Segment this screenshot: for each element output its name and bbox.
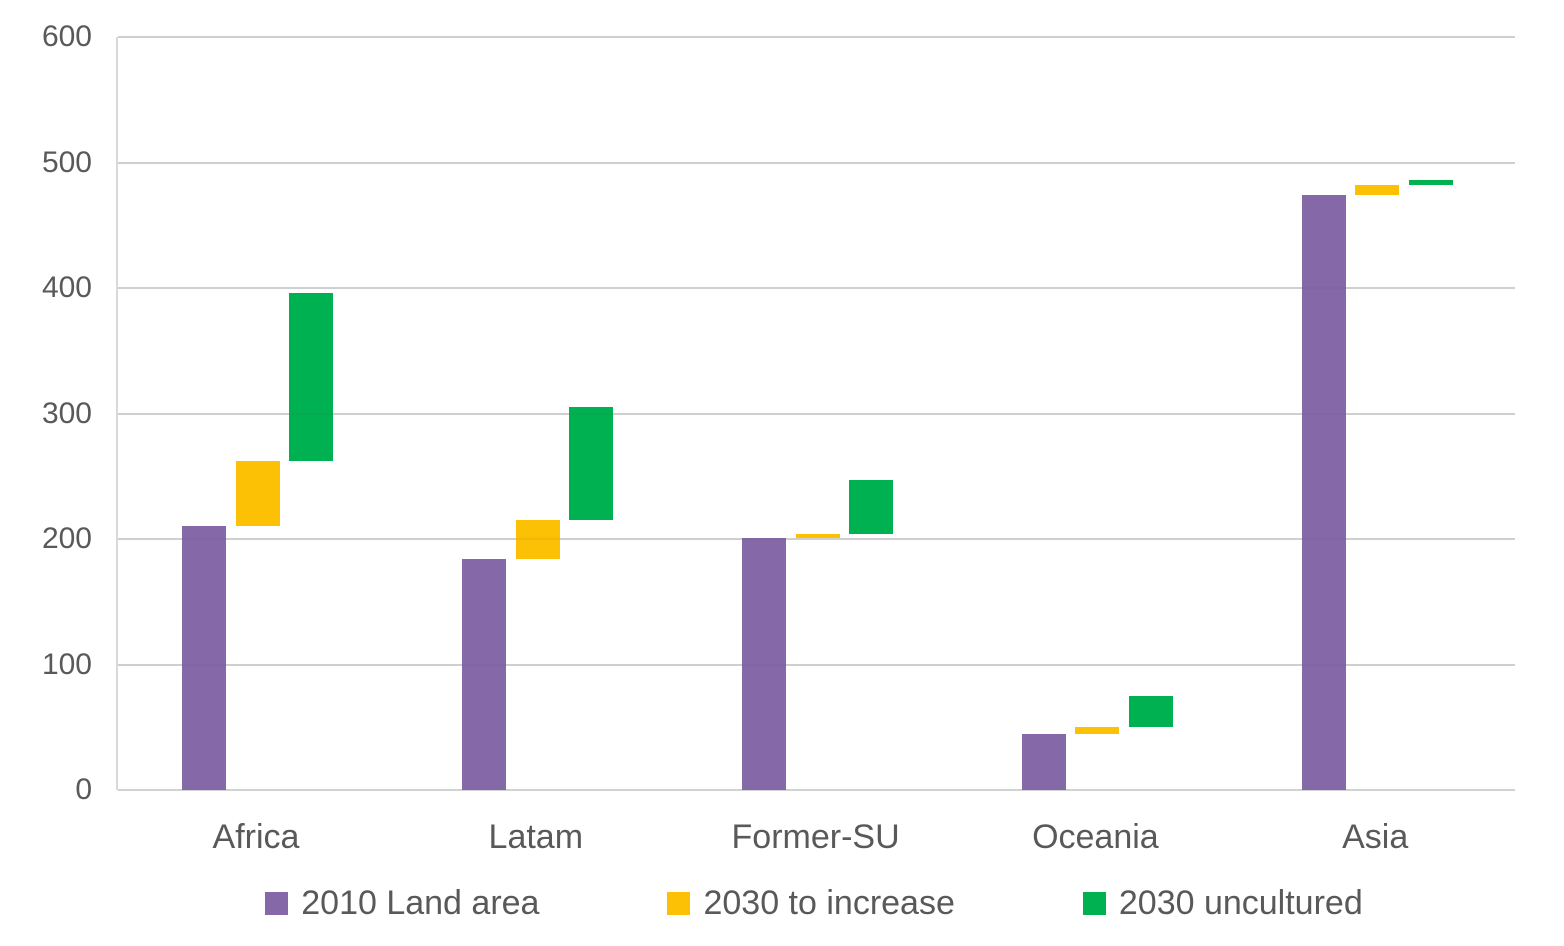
x-axis-label-former-su: Former-SU (731, 818, 900, 856)
y-tick-label-300: 300 (41, 396, 92, 430)
bar-2010-land-area-oceania (1021, 733, 1066, 790)
y-tick-label-400: 400 (41, 271, 92, 304)
y-tick-label-200: 200 (41, 522, 92, 555)
legend-label-2010-land-area: 2010 Land area (301, 884, 540, 922)
legend-swatch-2010-land-area (265, 892, 289, 915)
bar-2030-uncultured-africa (289, 293, 334, 462)
legend-item-2030-uncultured: 2030 uncultured (1082, 884, 1363, 923)
legend-item-2030-to-increase: 2030 to increase (667, 884, 955, 923)
legend: 2010 Land area 2030 to increase 2030 unc… (32, 884, 1564, 923)
bar-2010-land-area-asia (1301, 195, 1346, 790)
x-axis-label-latam: Latam (488, 818, 584, 856)
bar-2030-to-increase-oceania (1075, 727, 1120, 734)
gridline-600 (118, 36, 1515, 38)
gridline-0 (118, 789, 1515, 791)
bar-2030-uncultured-asia (1408, 180, 1453, 186)
x-axis-label-oceania: Oceania (1032, 818, 1159, 856)
legend-label-2030-to-increase: 2030 to increase (703, 884, 955, 922)
gridline-500 (118, 161, 1515, 164)
bar-2030-uncultured-former-su (849, 480, 893, 534)
gridline-400 (118, 287, 1515, 289)
gridline-300 (118, 412, 1515, 415)
x-axis-label-asia: Asia (1342, 818, 1409, 856)
legend-swatch-2030-to-increase (667, 892, 691, 915)
y-tick-label-600: 600 (41, 20, 92, 53)
bar-2030-to-increase-latam (515, 520, 560, 560)
x-axis-label-africa: Africa (212, 818, 300, 856)
legend-swatch-2030-uncultured (1082, 892, 1106, 915)
bar-2030-uncultured-oceania (1128, 695, 1173, 728)
bar-2030-to-increase-former-su (795, 534, 840, 538)
bar-2010-land-area-former-su (742, 537, 786, 790)
gridline-200 (118, 538, 1515, 540)
bar-2030-uncultured-latam (569, 407, 614, 521)
bar-2030-to-increase-asia (1355, 185, 1400, 196)
bar-2030-to-increase-africa (235, 461, 280, 527)
gridline-100 (118, 663, 1515, 666)
bar-2010-land-area-africa (182, 526, 227, 790)
y-tick-label-100: 100 (41, 647, 92, 681)
y-tick-label-500: 500 (41, 145, 92, 179)
bar-2010-land-area-latam (462, 559, 507, 790)
legend-label-2030-uncultured: 2030 uncultured (1118, 884, 1363, 922)
plot-area (116, 36, 1515, 791)
legend-item-2010-land-area: 2010 Land area (265, 884, 539, 923)
y-tick-label-0: 0 (75, 773, 92, 806)
x-axis: Africa Latam Former-SU Oceania Asia (116, 818, 1515, 860)
